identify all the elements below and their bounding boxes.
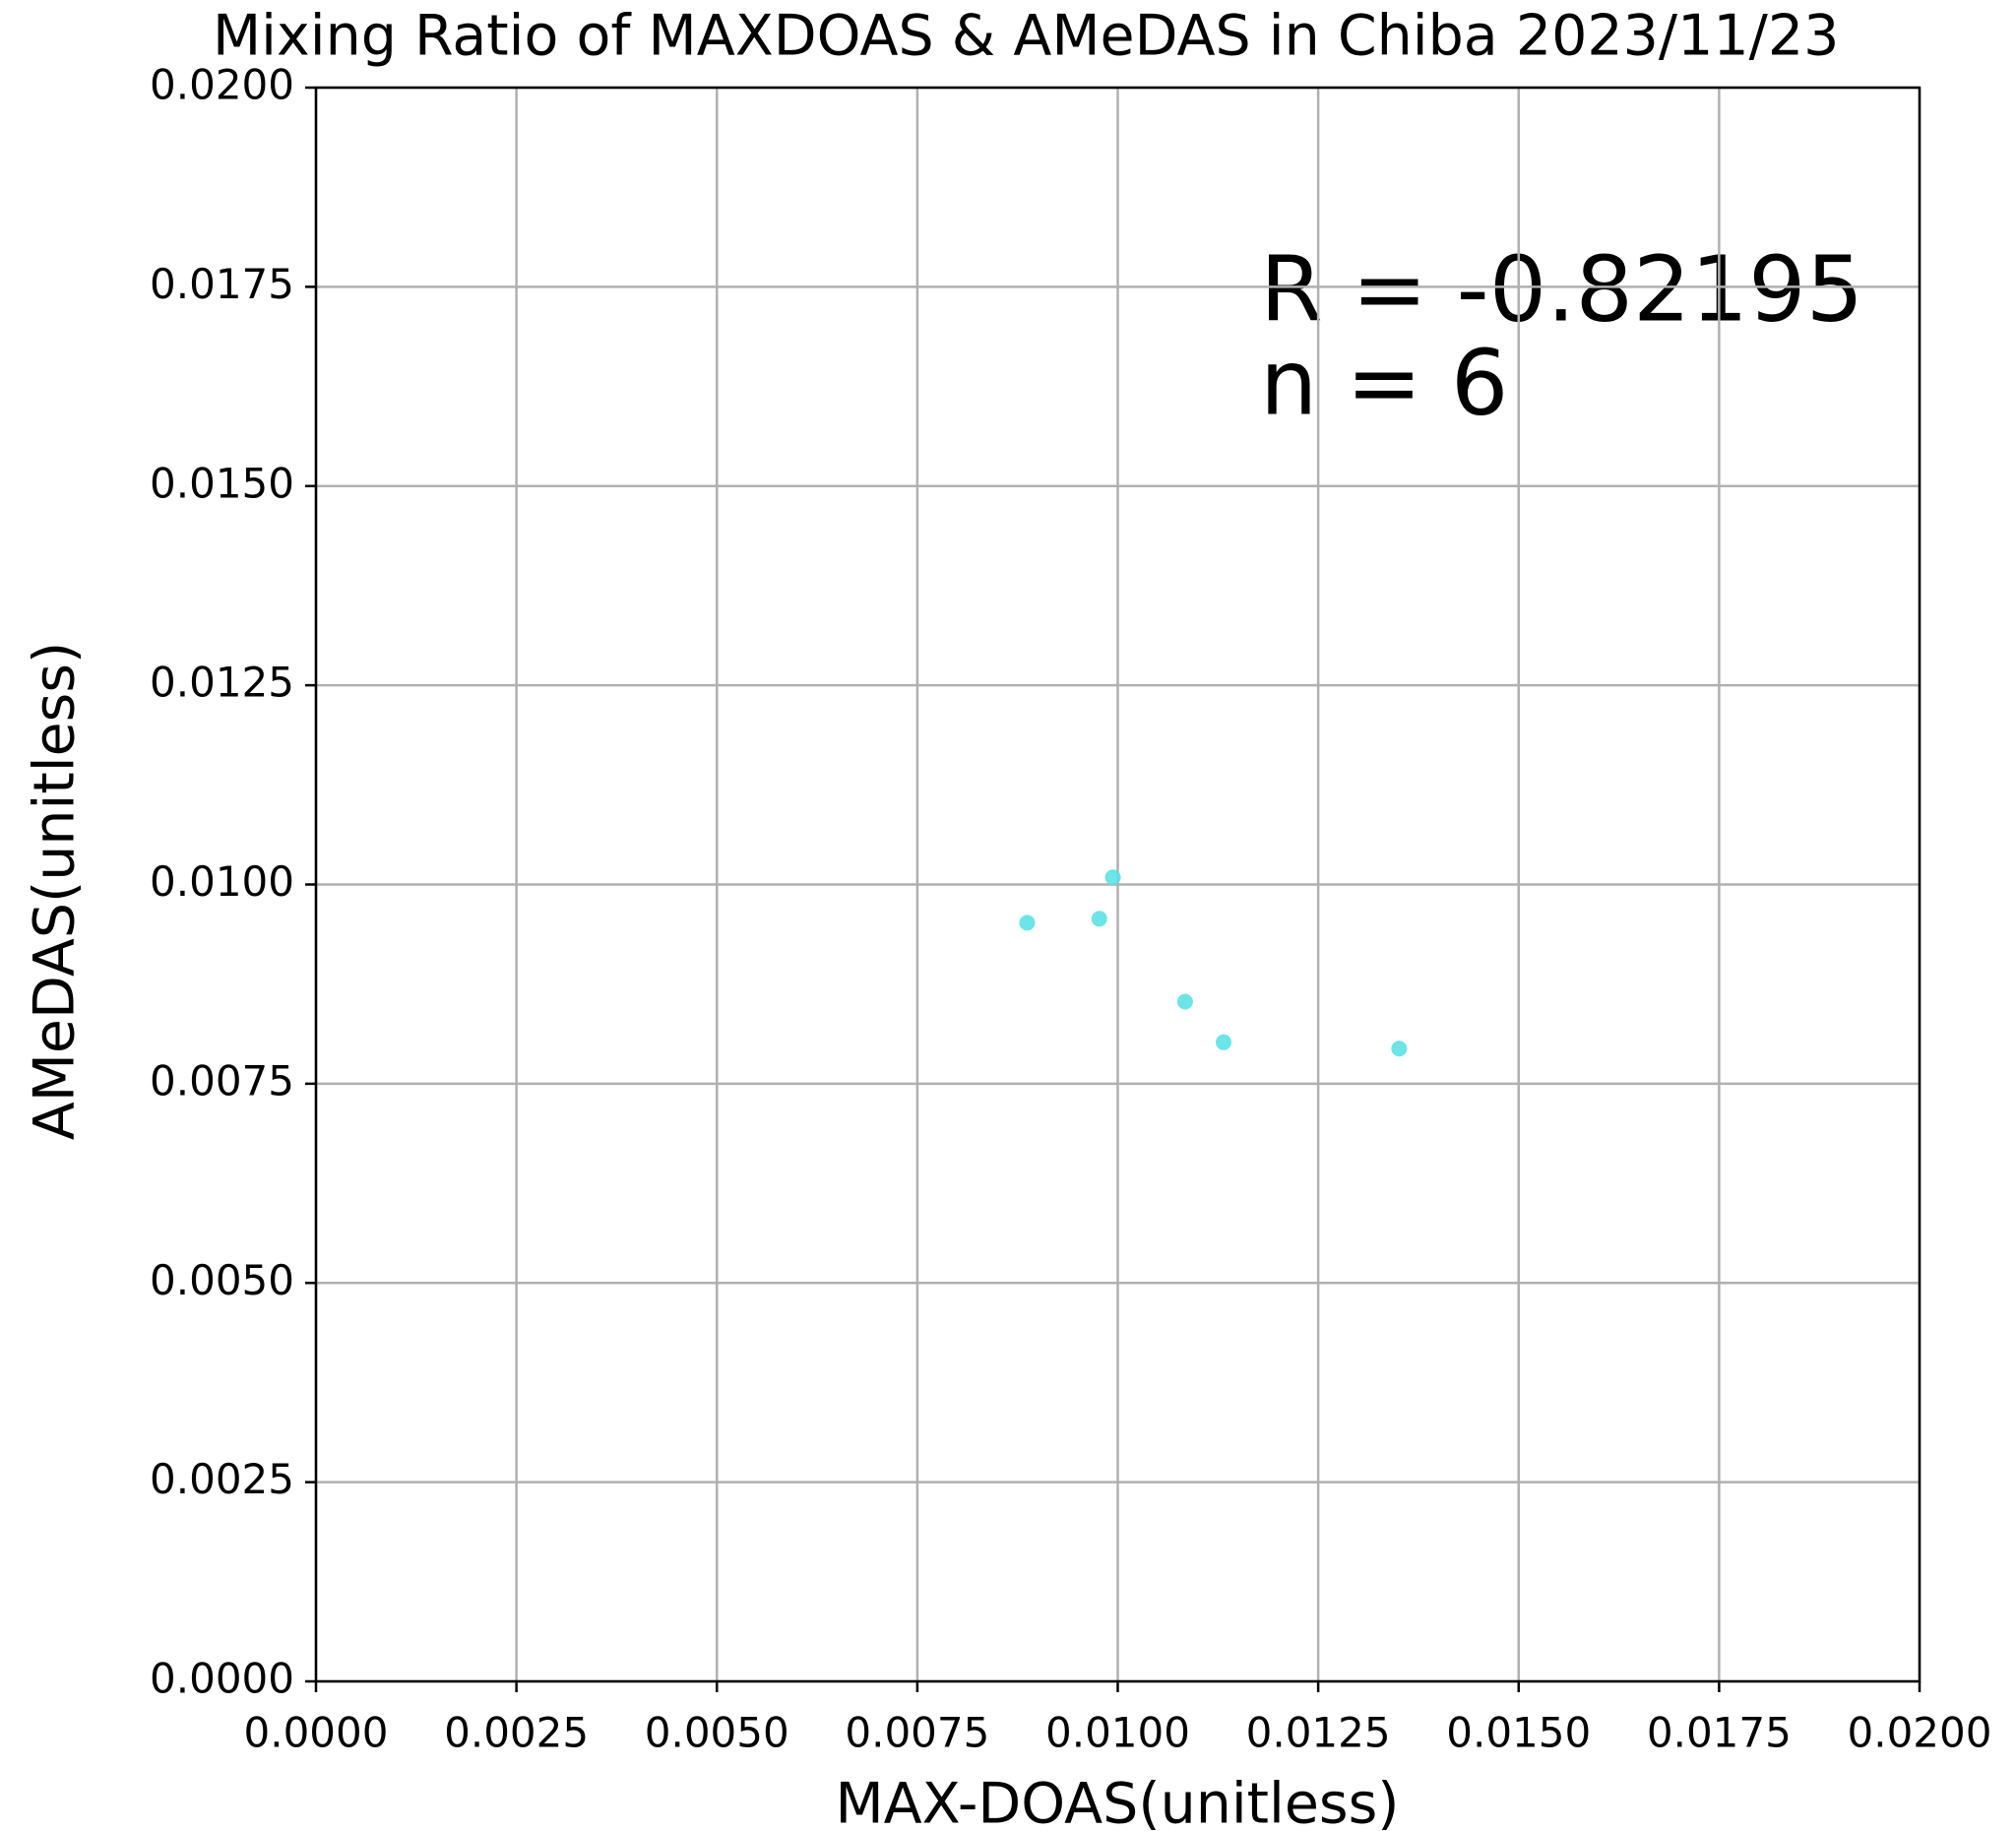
point — [1091, 911, 1107, 927]
annotation: n = 6 — [1260, 330, 1508, 435]
y-tick-label: 0.0175 — [150, 260, 294, 308]
y-tick-label: 0.0100 — [150, 857, 294, 906]
chart-title: Mixing Ratio of MAXDOAS & AMeDAS in Chib… — [213, 4, 1839, 69]
x-tick-label: 0.0075 — [845, 1709, 989, 1757]
plot-frame — [314, 86, 1922, 1683]
x-tick-label: 0.0175 — [1647, 1709, 1792, 1757]
point — [1216, 1034, 1232, 1050]
x-axis-label: MAX-DOAS(unitless) — [835, 1772, 1399, 1831]
annotation: R = -0.82195 — [1260, 236, 1863, 342]
y-tick-label: 0.0050 — [150, 1256, 294, 1304]
x-tick-label: 0.0125 — [1246, 1709, 1391, 1757]
y-tick-label: 0.0025 — [150, 1455, 294, 1503]
point — [1176, 993, 1193, 1010]
y-axis-label: AMeDAS(unitless) — [23, 642, 88, 1141]
y-tick-label: 0.0000 — [150, 1655, 294, 1703]
point — [1019, 915, 1036, 931]
y-tick-label: 0.0150 — [150, 459, 294, 507]
y-tick-label: 0.0200 — [150, 61, 294, 109]
y-tick-label: 0.0125 — [150, 659, 294, 707]
x-tick-label: 0.0150 — [1446, 1709, 1591, 1757]
x-tick-label: 0.0025 — [444, 1709, 589, 1757]
y-tick-label: 0.0075 — [150, 1056, 294, 1105]
point — [1391, 1041, 1408, 1057]
x-tick-label: 0.0100 — [1045, 1709, 1190, 1757]
point — [1104, 869, 1121, 886]
x-tick-label: 0.0000 — [244, 1709, 389, 1757]
x-tick-label: 0.0200 — [1848, 1709, 1992, 1757]
x-tick-label: 0.0050 — [645, 1709, 789, 1757]
